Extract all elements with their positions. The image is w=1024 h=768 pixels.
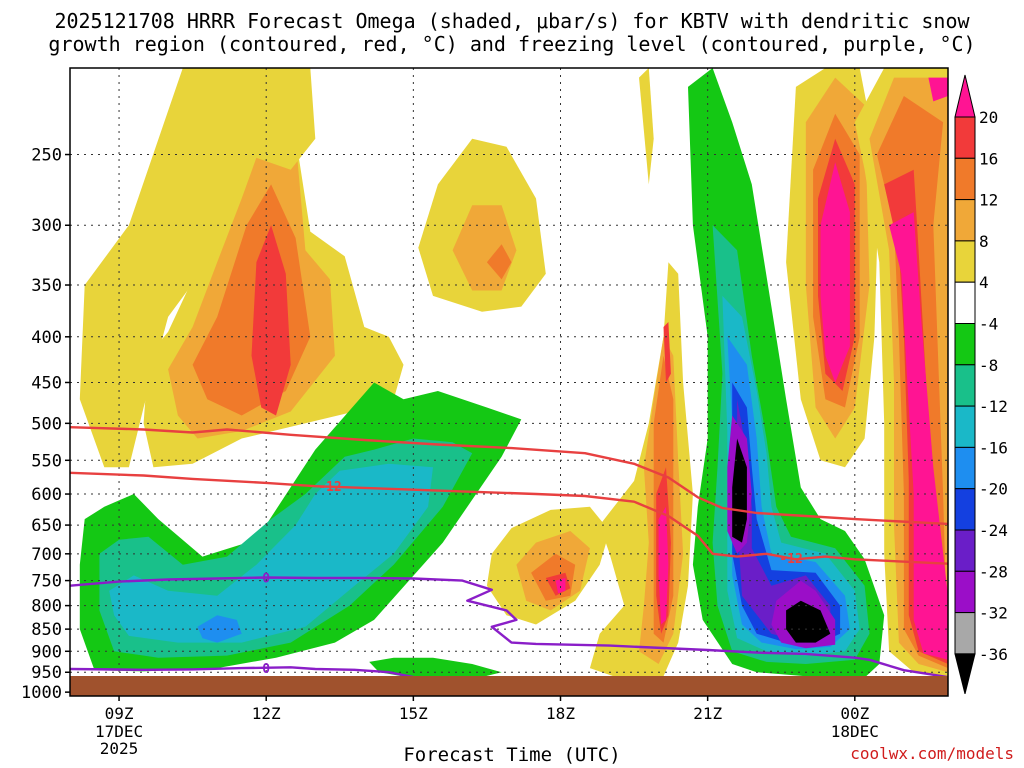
y-tick-label-400: 400 (31, 328, 62, 348)
temperature-contours: -12 -12 0 0 (70, 426, 948, 691)
colorbar-label-4: 4 (979, 273, 989, 292)
y-tick-label-250: 250 (31, 146, 62, 166)
y-tick-label-550: 550 (31, 451, 62, 471)
x-tick-label-18Z: 18Z (546, 704, 575, 723)
colorbar-label-8: 8 (979, 232, 989, 251)
omega-region-11 (197, 615, 242, 643)
omega-region-44 (889, 212, 948, 660)
colorbar-band-9 (954, 488, 976, 531)
colorbar-band-8 (954, 446, 976, 490)
contour-line-2 (70, 576, 948, 679)
omega-region-45 (928, 77, 948, 102)
x-tick-date-00Z: 18DEC (831, 722, 879, 741)
contour-line-3 (70, 666, 414, 679)
colorbar-band-2 (954, 199, 976, 242)
colorbar-label--12: -12 (979, 397, 1008, 416)
y-tick-label-900: 900 (31, 642, 62, 662)
y-tick-label-950: 950 (31, 663, 62, 683)
colorbar-band-10 (954, 529, 976, 572)
colorbar-label--20: -20 (979, 480, 1008, 499)
colorbar-bottom-arrow (954, 653, 976, 695)
colorbar-label--28: -28 (979, 562, 1008, 581)
omega-region-12 (369, 657, 502, 679)
omega-region-7 (486, 244, 512, 280)
y-tick-label-700: 700 (31, 545, 62, 565)
contour-label-0: -12 (779, 552, 802, 567)
colorbar-band-11 (954, 570, 976, 614)
colorbar-label-20: 20 (979, 108, 998, 127)
x-axis-title: Forecast Time (UTC) (403, 744, 621, 766)
y-tick-label-750: 750 (31, 572, 62, 592)
x-tick-date-09Z: 17DEC (95, 722, 143, 741)
omega-region-34 (639, 68, 654, 185)
omega-region-22 (786, 600, 831, 643)
colorbar-band-3 (954, 240, 976, 283)
y-tick-label-850: 850 (31, 620, 62, 640)
contour-label-2: 0 (262, 571, 270, 586)
y-tick-label-300: 300 (31, 216, 62, 236)
colorbar-label-16: 16 (979, 149, 998, 168)
y-tick-label-500: 500 (31, 414, 62, 434)
colorbar-label--36: -36 (979, 645, 1008, 664)
colorbar-band-5 (954, 323, 976, 366)
contour-line-1 (70, 471, 948, 565)
omega-region-20 (732, 438, 747, 543)
chart-title-line2: growth region (contoured, red, °C) and f… (48, 32, 976, 56)
colorbar-label-12: 12 (979, 191, 998, 210)
colorbar-label--8: -8 (979, 356, 998, 375)
x-tick-label-00Z: 00Z (840, 704, 869, 723)
colorbar-label--24: -24 (979, 521, 1008, 540)
omega-region-32 (658, 506, 669, 625)
y-tick-label-600: 600 (31, 485, 62, 505)
x-tick-label-12Z: 12Z (252, 704, 281, 723)
omega-region-18 (737, 399, 831, 642)
x-tick-label-21Z: 21Z (693, 704, 722, 723)
colorbar-band-12 (954, 612, 976, 655)
colorbar-label--4: -4 (979, 315, 998, 334)
colorbar-band-0 (954, 116, 976, 159)
colorbar-top-arrow (954, 74, 976, 118)
colorbar-band-6 (954, 364, 976, 407)
omega-region-39 (820, 162, 850, 383)
contour-label-1: -12 (318, 480, 341, 495)
contour-line-0 (70, 426, 948, 526)
watermark: coolwx.com/models (850, 744, 1014, 763)
colorbar-label--16: -16 (979, 438, 1008, 457)
colorbar-band-7 (954, 405, 976, 448)
y-tick-label-350: 350 (31, 276, 62, 296)
omega-shading (79, 68, 948, 683)
colorbar-band-1 (954, 157, 976, 201)
colorbar: 20 16 12 8 4 -4 -8 -12 -16 -20 -24 -28 -32 -36 (954, 74, 1008, 695)
omega-region-4 (79, 68, 316, 468)
y-tick-label-450: 450 (31, 373, 62, 393)
y-tick-label-1000: 1000 (21, 683, 62, 703)
colorbar-label--32: -32 (979, 604, 1008, 623)
omega-region-3 (251, 225, 291, 416)
colorbar-band-4 (954, 281, 976, 325)
omega-region-27 (555, 578, 566, 594)
surface-band (70, 676, 948, 696)
omega-region-10 (109, 463, 433, 643)
y-axis: 2503003504004505005506006507007508008509… (21, 146, 70, 703)
y-tick-label-800: 800 (31, 597, 62, 617)
x-tick-label-15Z: 15Z (399, 704, 428, 723)
chart-title-line1: 2025121708 HRRR Forecast Omega (shaded, … (54, 9, 970, 33)
contour-label-3: 0 (262, 662, 270, 677)
x-tick-year-09Z: 2025 (100, 739, 139, 758)
x-tick-label-09Z: 09Z (105, 704, 134, 723)
y-tick-label-650: 650 (31, 516, 62, 536)
